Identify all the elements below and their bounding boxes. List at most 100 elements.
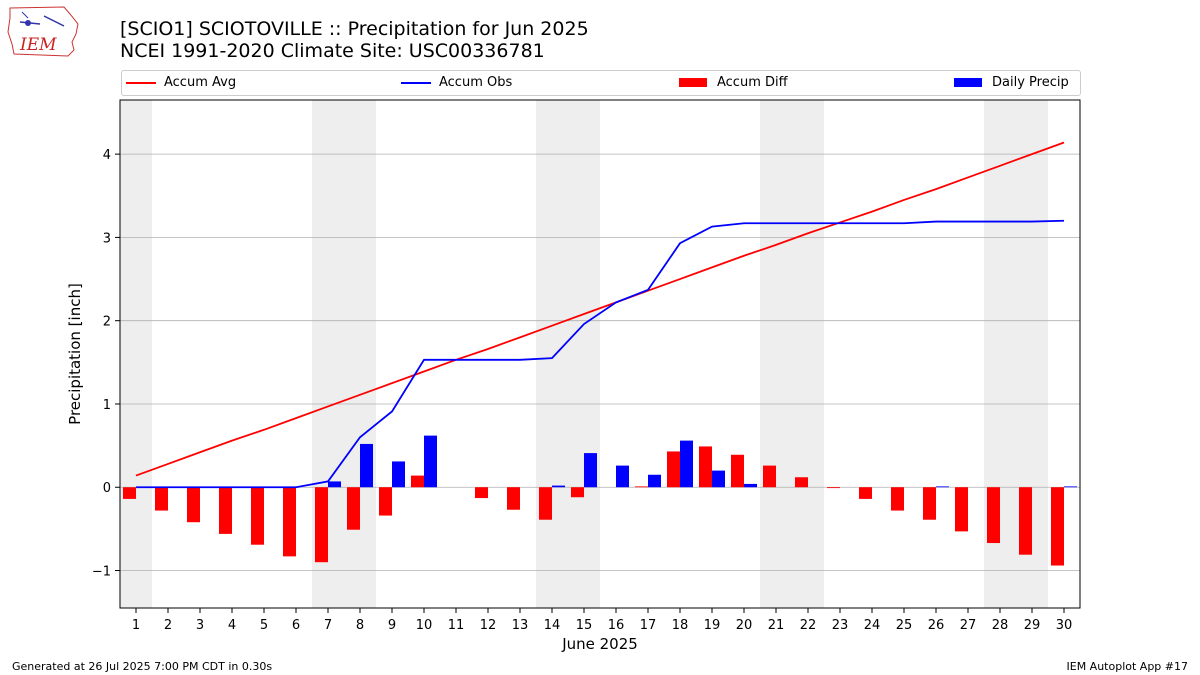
xtick-label-27: 27 (960, 618, 977, 633)
xtick-label-7: 7 (324, 618, 332, 633)
xtick-label-11: 11 (448, 618, 465, 633)
legend-swatch-accum-avg (126, 81, 156, 84)
line-accum-avg (135, 141, 1065, 477)
xtick-label-30: 30 (1056, 618, 1073, 633)
bar-daily-precip-day-20 (744, 483, 757, 488)
bar-accum-diff-day-15 (571, 487, 584, 498)
bar-accum-diff-day-9 (379, 487, 392, 516)
ytick-label-5: 4 (103, 148, 111, 163)
legend-swatch-accum-obs (401, 81, 431, 84)
bar-daily-precip-day-19 (712, 470, 725, 488)
bar-accum-diff-day-24 (859, 487, 872, 499)
bar-accum-diff-day-21 (763, 465, 776, 488)
bar-daily-precip-day-17 (648, 474, 661, 488)
ytick-label-1: 0 (103, 481, 111, 496)
xtick-label-14: 14 (544, 618, 561, 633)
weekend-shade-2 (536, 100, 600, 608)
xtick-label-15: 15 (576, 618, 593, 633)
ytick-label-0: −1 (92, 565, 111, 580)
xtick-label-18: 18 (672, 618, 689, 633)
legend-label-accum-obs: Accum Obs (439, 75, 513, 90)
legend: Accum Avg Accum Obs Accum Diff Daily Pre… (121, 70, 1081, 96)
bar-accum-diff-day-14 (539, 487, 552, 520)
x-axis-label: June 2025 (561, 635, 638, 653)
xtick-label-29: 29 (1024, 618, 1041, 633)
bar-accum-diff-day-4 (219, 487, 232, 534)
xtick-label-16: 16 (608, 618, 625, 633)
xtick-label-8: 8 (356, 618, 364, 633)
xtick-label-3: 3 (196, 618, 204, 633)
legend-swatch-daily-precip (954, 78, 982, 87)
bar-accum-diff-day-8 (347, 487, 360, 530)
legend-item-daily-precip: Daily Precip (954, 75, 1069, 90)
xtick-label-1: 1 (132, 618, 140, 633)
xtick-label-10: 10 (416, 618, 433, 633)
bar-accum-diff-day-20 (731, 454, 744, 488)
bar-accum-diff-day-5 (251, 487, 264, 545)
bar-accum-diff-day-13 (507, 487, 520, 510)
bar-daily-precip-day-16 (616, 465, 629, 488)
xtick-label-26: 26 (928, 618, 945, 633)
xtick-label-22: 22 (800, 618, 817, 633)
xtick-label-2: 2 (164, 618, 172, 633)
xtick-label-6: 6 (292, 618, 300, 633)
weekend-shade-0 (120, 100, 152, 608)
bar-daily-precip-day-14 (552, 485, 565, 488)
bar-daily-precip-day-30 (1064, 486, 1077, 488)
bar-daily-precip-day-15 (584, 453, 597, 488)
bar-accum-diff-day-23 (827, 487, 840, 489)
bar-accum-diff-day-29 (1019, 487, 1032, 555)
xtick-label-17: 17 (640, 618, 657, 633)
plot-frame (119, 99, 1081, 609)
bar-accum-diff-day-10 (411, 475, 424, 488)
xtick-label-19: 19 (704, 618, 721, 633)
xtick-label-21: 21 (768, 618, 785, 633)
xtick-label-24: 24 (864, 618, 881, 633)
legend-item-accum-diff: Accum Diff (679, 75, 788, 90)
bar-daily-precip-day-18 (680, 440, 693, 488)
bar-accum-diff-day-7 (315, 487, 328, 563)
xtick-label-20: 20 (736, 618, 753, 633)
generated-timestamp: Generated at 26 Jul 2025 7:00 PM CDT in … (12, 660, 273, 673)
bar-accum-diff-day-18 (667, 451, 680, 488)
legend-label-daily-precip: Daily Precip (992, 75, 1069, 90)
bar-accum-diff-day-3 (187, 487, 200, 523)
bar-accum-diff-day-12 (475, 487, 488, 499)
xtick-label-13: 13 (512, 618, 529, 633)
bar-daily-precip-day-26 (936, 486, 949, 488)
bar-daily-precip-day-8 (360, 443, 373, 488)
bar-accum-diff-day-30 (1051, 487, 1064, 566)
xtick-label-12: 12 (480, 618, 497, 633)
xtick-label-28: 28 (992, 618, 1009, 633)
bar-daily-precip-day-9 (392, 461, 405, 488)
xtick-label-4: 4 (228, 618, 236, 633)
xtick-label-5: 5 (260, 618, 268, 633)
app-credit: IEM Autoplot App #17 (1066, 660, 1189, 673)
xtick-label-25: 25 (896, 618, 913, 633)
y-axis-label: Precipitation [inch] (66, 283, 84, 425)
bar-accum-diff-day-28 (987, 487, 1000, 544)
legend-item-accum-obs: Accum Obs (401, 75, 512, 90)
legend-swatch-accum-diff (679, 78, 707, 87)
bar-accum-diff-day-22 (795, 477, 808, 488)
bar-daily-precip-day-10 (424, 435, 437, 488)
ytick-label-3: 2 (103, 315, 111, 330)
weekend-shade-3 (760, 100, 824, 608)
chart-subtitle: NCEI 1991-2020 Climate Site: USC00336781 (120, 40, 545, 62)
ytick-label-4: 3 (103, 231, 111, 246)
logo-text: IEM (19, 35, 57, 55)
iowa-map-icon: IEM (7, 6, 79, 57)
line-accum-obs (136, 219, 1065, 489)
legend-label-accum-diff: Accum Diff (717, 75, 788, 90)
bar-accum-diff-day-1 (123, 487, 136, 499)
chart-title: [SCIO1] SCIOTOVILLE :: Precipitation for… (120, 18, 589, 40)
legend-label-accum-avg: Accum Avg (164, 75, 237, 90)
legend-item-accum-avg: Accum Avg (126, 75, 236, 90)
xtick-label-9: 9 (388, 618, 396, 633)
iem-logo: IEM (6, 4, 82, 64)
bar-accum-diff-day-17 (635, 486, 648, 488)
bar-accum-diff-day-19 (699, 446, 712, 488)
ytick-label-2: 1 (103, 398, 111, 413)
bar-accum-diff-day-2 (155, 487, 168, 511)
